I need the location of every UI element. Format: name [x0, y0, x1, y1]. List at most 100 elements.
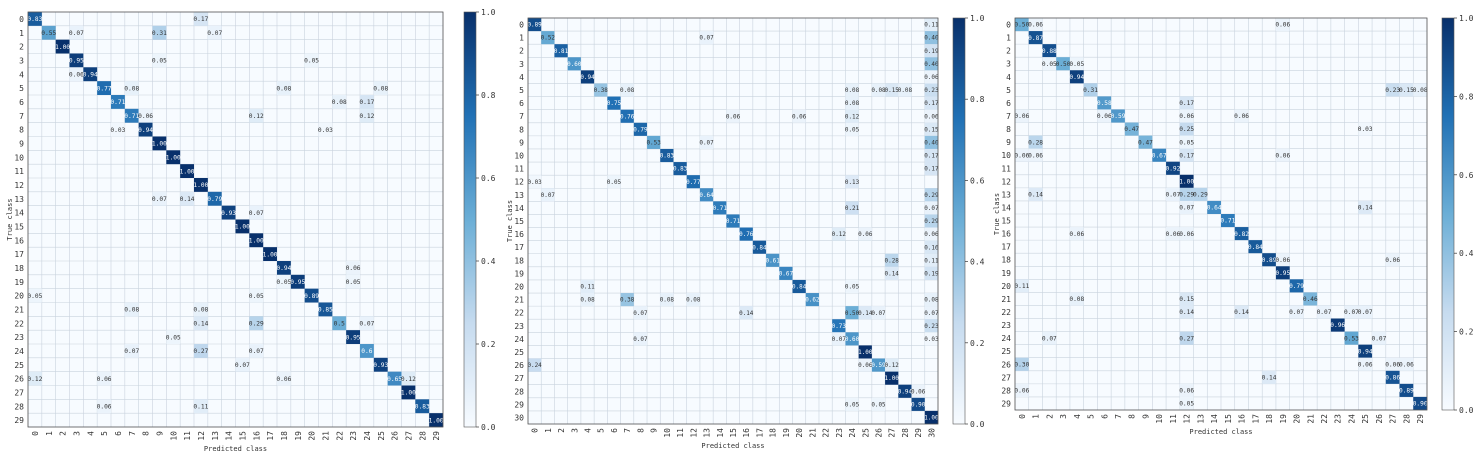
cell-value-label: 0.29	[924, 192, 939, 199]
y-tick-label: 26	[514, 361, 524, 370]
x-tick-label: 8	[142, 431, 151, 436]
cell-value-label: 0.14	[1262, 374, 1277, 381]
cell-value-label: 0.89	[1399, 388, 1414, 395]
cell-value-label: 0.85	[318, 307, 333, 314]
matrix-cell	[124, 108, 139, 123]
matrix-cell	[924, 109, 938, 123]
matrix-cell	[360, 95, 374, 109]
x-tick-label: 20	[308, 431, 317, 441]
matrix-cell	[1399, 383, 1414, 397]
y-tick-label: 5	[519, 86, 524, 95]
cell-value-label: 0.84	[792, 284, 807, 291]
x-tick-label: 1	[45, 431, 54, 436]
matrix-cell	[277, 371, 291, 386]
cell-value-label: 1.00	[429, 417, 444, 424]
y-tick-label: 25	[14, 361, 24, 370]
cell-value-label: 0.15	[885, 87, 900, 94]
y-tick-label: 27	[14, 388, 24, 397]
cell-value-label: 0.50	[845, 310, 860, 317]
cell-value-label: 0.14	[1358, 205, 1373, 212]
cell-value-label: 0.94	[138, 127, 153, 134]
y-tick-label: 8	[1006, 125, 1011, 134]
y-tick-label: 16	[1001, 230, 1011, 239]
matrix-cell	[401, 371, 416, 386]
matrix-cell	[739, 227, 753, 241]
cell-value-label: 0.05	[845, 126, 860, 133]
matrix-cell	[871, 306, 886, 320]
matrix-cell	[924, 253, 938, 267]
matrix-cell	[911, 384, 925, 398]
matrix-cell	[138, 122, 153, 137]
cell-value-label: 0.83	[415, 403, 430, 410]
matrix-cell	[832, 227, 846, 241]
matrix-cell	[1042, 57, 1057, 71]
y-tick-label: 16	[514, 230, 524, 239]
cell-value-label: 0.95	[1275, 270, 1290, 277]
cell-value-label: 0.07	[249, 210, 264, 217]
matrix-cell	[924, 18, 938, 32]
matrix-cell	[1344, 305, 1359, 319]
cell-value-label: 0.15	[1399, 87, 1414, 94]
y-tick-label: 19	[14, 278, 24, 287]
cell-value-label: 0.29	[1193, 192, 1208, 199]
cell-value-label: 0.15	[924, 126, 939, 133]
y-tick-label: 24	[14, 347, 24, 356]
x-tick-label: 0	[31, 431, 40, 436]
colorbar-tick-label: 0.6	[970, 176, 985, 185]
matrix-cell	[1056, 57, 1070, 71]
x-tick-label: 5	[1087, 414, 1096, 419]
cell-value-label: 0.93	[221, 210, 236, 217]
cell-value-label: 0.08	[660, 297, 675, 304]
matrix-cell	[1221, 214, 1235, 228]
matrix-cell	[1275, 266, 1290, 280]
cell-value-label: 1.00	[166, 154, 181, 161]
matrix-cell	[924, 410, 938, 424]
matrix-cell	[779, 266, 793, 280]
matrix-cell	[401, 385, 416, 400]
x-tick-label: 4	[1073, 414, 1082, 419]
matrix-cell	[924, 122, 938, 136]
y-tick-label: 23	[14, 333, 24, 342]
y-tick-label: 22	[1001, 308, 1011, 317]
matrix-cell	[1207, 200, 1221, 214]
cell-value-label: 0.79	[207, 196, 222, 203]
colorbar-tick-label: 0.2	[1459, 328, 1474, 337]
cell-value-label: 0.05	[845, 284, 860, 291]
cell-value-label: 0.06	[1385, 257, 1400, 264]
matrix-cell	[332, 95, 347, 109]
matrix-cell	[805, 293, 819, 307]
cell-value-label: 0.17	[1179, 100, 1194, 107]
cell-value-label: 0.06	[1028, 152, 1043, 159]
matrix-cell	[1069, 70, 1084, 84]
x-tick-label: 13	[1196, 414, 1205, 424]
colorbar-tick-label: 0.8	[1459, 92, 1474, 101]
matrix-cell	[832, 332, 846, 346]
y-tick-label: 29	[514, 400, 524, 409]
matrix-cell	[1303, 292, 1318, 306]
colorbar: 0.0 0.2 0.4 0.6 0.8 1.0	[463, 8, 496, 432]
matrix-cell	[1385, 83, 1400, 97]
x-tick-label: 8	[1128, 414, 1137, 419]
x-tick-label: 22	[1320, 414, 1329, 424]
x-tick-label: 14	[1210, 414, 1219, 424]
matrix-cell	[1083, 83, 1098, 97]
x-tick-label: 12	[1183, 414, 1192, 424]
matrix-cell	[924, 83, 938, 97]
cell-value-label: 0.29	[249, 320, 264, 327]
cell-value-label: 0.07	[124, 348, 139, 355]
cell-value-label: 0.05	[27, 293, 42, 300]
cell-value-label: 0.71	[124, 113, 139, 120]
cell-value-label: 0.05	[1179, 401, 1194, 408]
matrix-cell	[924, 306, 938, 320]
matrix-cell	[277, 261, 291, 275]
cell-value-label: 0.08	[580, 297, 595, 304]
y-tick-label: 2	[1006, 47, 1011, 56]
x-tick-label: 17	[266, 431, 275, 441]
x-tick-label: 7	[623, 428, 632, 433]
x-tick-label: 26	[874, 428, 883, 438]
cell-value-label: 0.05	[166, 334, 181, 341]
matrix-cell	[1262, 253, 1276, 267]
y-tick-label: 15	[14, 222, 24, 231]
matrix-cell	[580, 70, 595, 84]
